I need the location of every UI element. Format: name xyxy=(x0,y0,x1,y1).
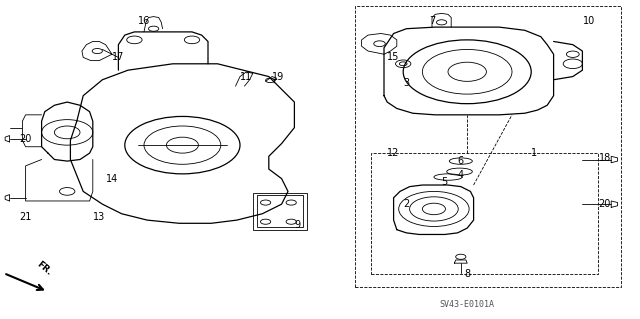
Bar xyxy=(253,193,307,230)
Text: 14: 14 xyxy=(106,174,118,184)
Text: 18: 18 xyxy=(598,153,611,163)
Text: 6: 6 xyxy=(458,156,464,166)
Text: FR.: FR. xyxy=(35,260,54,278)
Bar xyxy=(355,6,621,287)
Text: 17: 17 xyxy=(112,52,125,63)
Bar xyxy=(371,153,598,274)
Text: 15: 15 xyxy=(387,52,400,63)
Text: 8: 8 xyxy=(464,269,470,279)
Text: 20: 20 xyxy=(19,134,32,144)
Text: 4: 4 xyxy=(458,170,464,181)
Text: 12: 12 xyxy=(387,148,400,158)
Text: 5: 5 xyxy=(442,177,448,187)
Text: 16: 16 xyxy=(138,16,150,26)
Text: 9: 9 xyxy=(294,220,301,230)
Bar xyxy=(257,195,303,227)
Text: 10: 10 xyxy=(582,16,595,26)
Text: SV43-E0101A: SV43-E0101A xyxy=(440,300,495,309)
Text: 7: 7 xyxy=(429,16,435,26)
Text: 13: 13 xyxy=(93,212,106,222)
Text: 20: 20 xyxy=(598,199,611,209)
Text: 19: 19 xyxy=(272,71,285,82)
Text: 1: 1 xyxy=(531,148,538,158)
Text: 11: 11 xyxy=(240,71,253,82)
Text: 2: 2 xyxy=(403,199,410,209)
Text: 21: 21 xyxy=(19,212,32,222)
Text: 3: 3 xyxy=(403,78,410,88)
